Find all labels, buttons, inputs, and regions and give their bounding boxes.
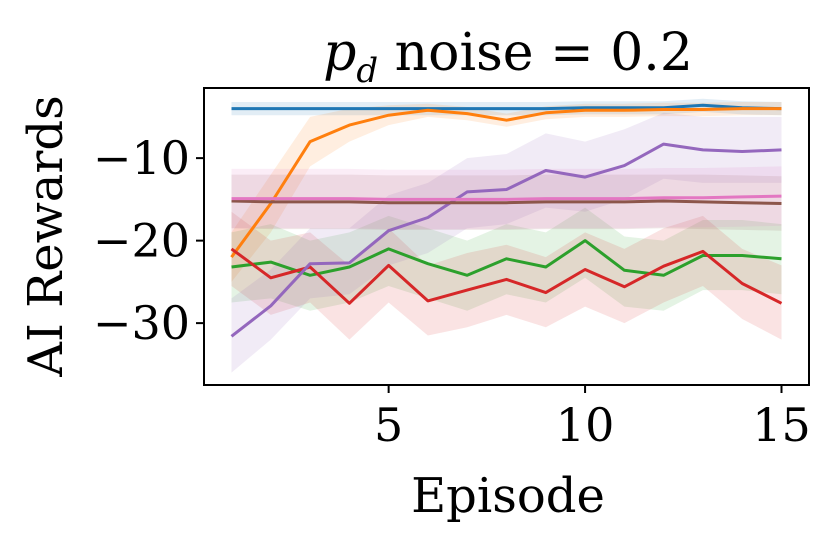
series-4-band bbox=[231, 211, 782, 340]
series-2-line bbox=[230, 107, 782, 258]
x-tick-label: 5 bbox=[374, 398, 403, 452]
series-5-line bbox=[230, 142, 782, 338]
series-3-line bbox=[231, 239, 782, 277]
series-7-band bbox=[231, 166, 782, 230]
x-axis-label: Episode bbox=[411, 468, 605, 524]
series-1-line bbox=[231, 103, 782, 111]
y-tick-label: −30 bbox=[93, 296, 190, 350]
series-lines bbox=[230, 103, 783, 338]
chart-title-variable: p bbox=[323, 23, 356, 83]
y-tick-label: −20 bbox=[93, 214, 190, 268]
x-axis-ticks: 5 10 15 bbox=[374, 385, 811, 452]
y-axis-ticks: −10 −20 −30 bbox=[93, 131, 204, 350]
chart-title-rest: noise = 0.2 bbox=[378, 23, 693, 83]
plot-frame bbox=[203, 87, 810, 386]
series-7-line bbox=[231, 194, 782, 201]
x-tick-label: 10 bbox=[556, 398, 615, 452]
series-5-band bbox=[231, 112, 782, 373]
chart-title-subscript: d bbox=[356, 51, 378, 91]
series-6-line bbox=[231, 199, 782, 205]
series-4-line bbox=[230, 247, 783, 305]
y-tick-label: −10 bbox=[93, 131, 190, 185]
chart-title: pd noise = 0.2 bbox=[323, 23, 693, 91]
y-axis-label: AI Rewards bbox=[18, 95, 74, 377]
x-tick-label: 15 bbox=[752, 398, 811, 452]
